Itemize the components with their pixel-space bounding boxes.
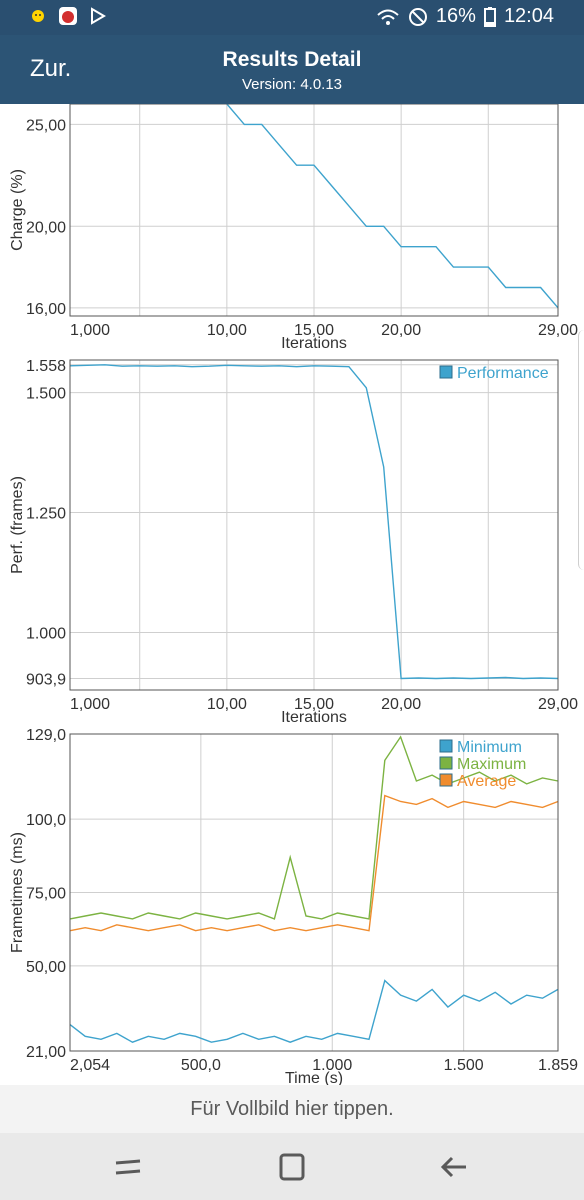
recent-apps-icon[interactable]	[110, 1151, 146, 1183]
wifi-icon	[377, 9, 399, 25]
legend-label: Minimum	[457, 739, 522, 756]
y-tick-label: 25,00	[26, 117, 66, 134]
y-tick-label: 903,9	[26, 672, 66, 689]
x-axis-label: Iterations	[281, 709, 347, 726]
x-tick-label: 2,054	[70, 1057, 110, 1074]
x-tick-label: 15,00	[294, 322, 334, 339]
legend-swatch	[439, 773, 453, 787]
x-tick-label: 500,0	[181, 1057, 221, 1074]
back-nav-icon[interactable]	[436, 1151, 472, 1183]
y-tick-label: 21,00	[26, 1044, 66, 1061]
legend-swatch	[439, 756, 453, 770]
app-notification-icon	[59, 7, 77, 25]
clock: 12:04	[503, 5, 554, 27]
status-bar: 16% 12:04	[0, 0, 584, 35]
x-tick-label: 15,00	[294, 696, 334, 713]
smiley-notification-icon	[32, 10, 44, 22]
fullscreen-hint[interactable]: Für Vollbild hier tippen.	[0, 1085, 584, 1133]
x-tick-label: 10,00	[207, 322, 247, 339]
y-axis-label: Perf. (frames)	[9, 476, 26, 574]
minimum-series-line	[69, 979, 559, 1043]
average-series-line	[69, 794, 559, 932]
plot-frame	[69, 359, 559, 691]
plot-frame	[69, 733, 559, 1052]
do-not-disturb-icon	[408, 7, 427, 26]
system-icons: 16% 12:04	[376, 5, 554, 28]
x-tick-label: 1,000	[70, 322, 110, 339]
x-axis-label: Iterations	[281, 335, 347, 352]
legend-swatch	[439, 739, 453, 753]
y-tick-label: 1.500	[26, 386, 66, 403]
x-tick-label: 20,00	[381, 696, 421, 713]
app-bar: Zur. Results Detail Version: 4.0.13	[0, 35, 584, 104]
y-tick-label: 16,00	[26, 301, 66, 318]
legend-label: Performance	[457, 365, 549, 382]
frametimes-chart[interactable]: 129,0 100,0 75,00 50,00 21,002,054 500,0 1.000…	[9, 727, 578, 1085]
version-label: Version: 4.0.13	[241, 76, 343, 93]
x-axis-label: Time (s)	[285, 1070, 343, 1085]
x-tick-label: 29,00	[538, 322, 578, 339]
performance-chart[interactable]: 1.558 1.500 1.250 1.000 903,91,000 10,00 15,00…	[9, 358, 578, 726]
plot-frame	[69, 104, 559, 317]
x-tick-label: 1.500	[444, 1057, 484, 1074]
legend-label: Maximum	[457, 756, 526, 773]
notification-icons	[28, 6, 108, 26]
battery-percent: 16%	[435, 5, 476, 27]
legend-label: Average	[457, 773, 516, 790]
x-tick-label: 29,00	[538, 696, 578, 713]
x-tick-label: 10,00	[207, 696, 247, 713]
battery-icon	[483, 6, 496, 27]
play-store-notification-icon	[91, 7, 106, 25]
page-title: Results Detail	[222, 48, 362, 71]
home-icon[interactable]	[274, 1151, 310, 1183]
x-tick-label: 20,00	[381, 322, 421, 339]
edge-panel-handle[interactable]	[578, 330, 584, 570]
y-tick-label: 1.250	[26, 506, 66, 523]
x-tick-label: 1.859	[538, 1057, 578, 1074]
y-tick-label: 20,00	[26, 219, 66, 236]
y-tick-label: 1.000	[26, 625, 66, 642]
x-tick-label: 1,000	[70, 696, 110, 713]
y-tick-label: 1.558	[26, 358, 66, 375]
performance-series-line	[69, 364, 559, 680]
maximum-series-line	[69, 735, 559, 920]
y-tick-label: 129,0	[26, 727, 66, 744]
y-axis-label: Frametimes (ms)	[9, 832, 26, 953]
legend-swatch	[439, 365, 453, 379]
charge-series-line	[226, 104, 559, 309]
y-tick-label: 100,0	[26, 812, 66, 829]
x-tick-label: 1.000	[312, 1057, 352, 1074]
y-axis-label: Charge (%)	[9, 169, 26, 251]
y-tick-label: 75,00	[26, 886, 66, 903]
navigation-bar	[0, 1133, 584, 1200]
y-tick-label: 50,00	[26, 959, 66, 976]
charge-chart[interactable]: 25,00 20,00 16,001,000 10,00 15,00 20,00 29,00…	[9, 104, 578, 352]
back-button[interactable]: Zur.	[30, 55, 72, 82]
